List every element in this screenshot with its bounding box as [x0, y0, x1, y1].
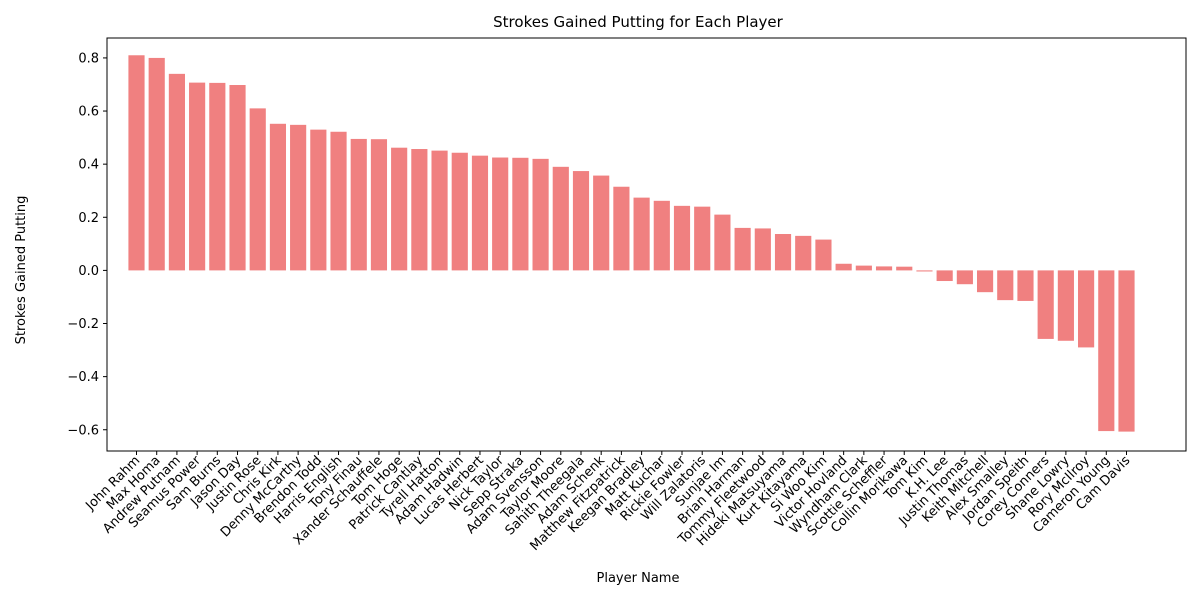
bar [552, 166, 569, 271]
bar [936, 270, 953, 282]
y-tick-label: 0.4 [78, 158, 99, 173]
plot-frame [106, 37, 1187, 452]
y-tick-label: −0.4 [67, 370, 99, 385]
bar [128, 55, 145, 271]
bar [168, 73, 185, 271]
chart-title: Strokes Gained Putting for Each Player [493, 13, 783, 31]
bar [532, 158, 549, 271]
x-axis-title: Player Name [597, 571, 680, 586]
y-tick-label: −0.6 [67, 423, 99, 438]
bars-layer [128, 55, 1135, 432]
bar [269, 123, 287, 271]
y-axis-title: Strokes Gained Putting [14, 196, 29, 345]
bar [290, 124, 307, 271]
bar [673, 205, 691, 271]
bar [653, 200, 670, 271]
bar [391, 147, 408, 271]
bar [249, 108, 266, 271]
bar [754, 228, 771, 271]
bar [896, 266, 913, 271]
bar [855, 265, 872, 271]
y-tick-label: 0.8 [78, 51, 99, 66]
bar [330, 131, 347, 271]
bar [795, 235, 812, 271]
bar [411, 149, 428, 271]
bar [997, 270, 1014, 301]
bar [1078, 270, 1095, 348]
bar [471, 155, 489, 271]
bar [916, 270, 933, 272]
bar [956, 270, 973, 285]
y-tick-label: 0.2 [78, 211, 99, 226]
y-tick-label: −0.2 [67, 317, 99, 332]
bar [1118, 270, 1135, 432]
y-tick-label: 0.6 [78, 105, 99, 120]
bar [1057, 270, 1074, 341]
bar [734, 227, 751, 271]
bar [492, 157, 509, 271]
bar [209, 82, 226, 271]
bar [714, 214, 731, 271]
bar [189, 82, 206, 271]
bar [431, 150, 448, 271]
bar [976, 270, 994, 293]
bar [593, 175, 610, 271]
bar [613, 186, 630, 271]
bar [451, 152, 468, 271]
bar [512, 157, 529, 271]
bar [694, 206, 711, 271]
y-axis: −0.6 −0.4 −0.2 0.0 0.2 0.4 0.6 0.8 [67, 51, 107, 438]
bar [148, 57, 165, 271]
bar [815, 239, 832, 271]
bar [774, 234, 792, 271]
bar [572, 171, 590, 271]
bar [229, 85, 246, 271]
bar [875, 266, 893, 271]
bar [835, 263, 852, 271]
bar [633, 197, 650, 271]
bar [370, 139, 388, 271]
bar [310, 129, 327, 271]
y-tick-label: 0.0 [78, 264, 99, 279]
bar [350, 138, 367, 271]
bar [1037, 270, 1054, 339]
bar [1017, 270, 1034, 301]
bar [1098, 270, 1115, 432]
